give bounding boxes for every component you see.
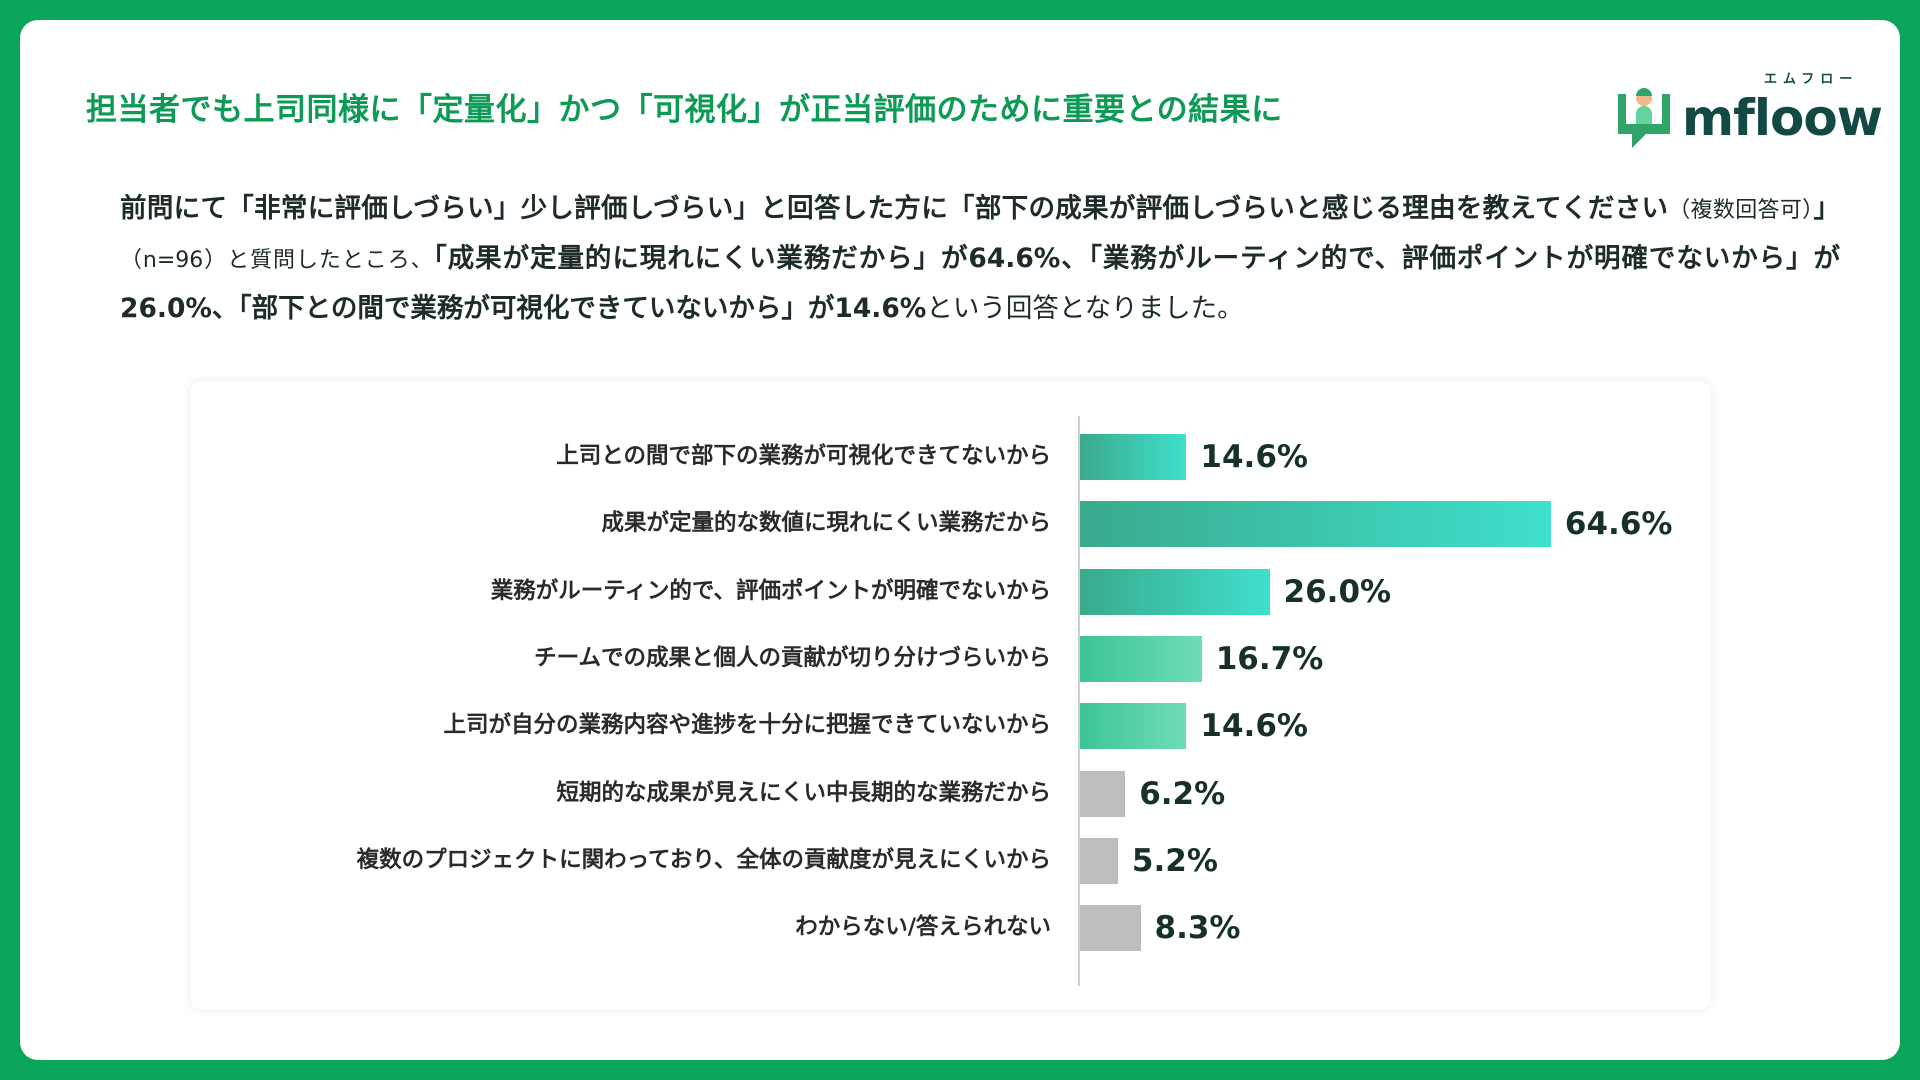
bar-chart-card: 上司との間で部下の業務が可視化できてないから 14.6% 成果が定量的な数値に現れに… [190, 381, 1711, 1010]
intro-text-2: （複数回答可） [1668, 198, 1814, 223]
value-label: 14.6% [1200, 439, 1308, 475]
bar [1080, 905, 1141, 952]
mfloow-logo: エムフロー mfloow [1612, 70, 1883, 150]
chart-row: 複数のプロジェクトに関わっており、全体の貢献度が見えにくいから 5.2% [190, 836, 1711, 886]
chart-row: 上司が自分の業務内容や進捗を十分に把握できていないから 14.6% [190, 701, 1711, 751]
intro-paragraph: 前問にて「非常に評価しづらい」少し評価しづらい」と回答した方に「部下の成果が評価… [120, 185, 1840, 333]
category-label: わからない/答えられない [795, 914, 1051, 941]
value-label: 14.6% [1200, 708, 1308, 745]
intro-text-4: （n=96）と質問したところ、 [120, 248, 434, 273]
category-label: 上司が自分の業務内容や進捗を十分に把握できていないから [443, 712, 1051, 739]
page-title: 担当者でも上司同様に「定量化」かつ「可視化」が正当評価のために重要との結果に [86, 92, 1283, 128]
chart-row: 上司との間で部下の業務が可視化できてないから 14.6% [190, 432, 1711, 482]
category-label: 上司との間で部下の業務が可視化できてないから [556, 443, 1051, 469]
value-label: 5.2% [1131, 842, 1218, 879]
intro-text-3: 」 [1813, 193, 1840, 224]
category-label: 短期的な成果が見えにくい中長期的な業務だから [556, 779, 1051, 806]
chart-row: チームでの成果と個人の貢献が切り分けづらいから 16.7% [190, 634, 1711, 684]
category-label: 複数のプロジェクトに関わっており、全体の貢献度が見えにくいから [356, 846, 1051, 873]
bar [1080, 434, 1187, 480]
logo-person-icon [1618, 88, 1670, 148]
bar [1080, 770, 1126, 817]
chart-row: 成果が定量的な数値に現れにくい業務だから 64.6% [190, 499, 1711, 549]
logo-kana: エムフロー [1764, 72, 1859, 87]
value-label: 16.7% [1215, 640, 1324, 677]
bar [1080, 635, 1202, 682]
category-label: 業務がルーティン的で、評価ポイントが明確でないから [490, 577, 1051, 604]
bar [1080, 703, 1187, 750]
bar [1080, 501, 1551, 548]
intro-text-1: 前問にて「非常に評価しづらい」少し評価しづらい」と回答した方に「部下の成果が評価… [120, 193, 1669, 224]
category-label: 成果が定量的な数値に現れにくい業務だから [601, 510, 1051, 537]
value-label: 8.3% [1154, 910, 1241, 947]
intro-text-5: 「成果が定量的に現れにくい業務だから」が64.6%、「業務がルーティン的で、評価… [120, 243, 1840, 324]
chart-row: 業務がルーティン的で、評価ポイントが明確でないから 26.0% [190, 567, 1711, 617]
logo-text: mfloow [1682, 89, 1883, 147]
value-label: 26.0% [1283, 573, 1392, 610]
chart-row: わからない/答えられない 8.3% [190, 903, 1711, 953]
value-label: 64.6% [1564, 506, 1673, 543]
value-label: 6.2% [1139, 775, 1226, 812]
intro-text-6: という回答となりました。 [926, 293, 1244, 324]
chart-axis-line [1078, 416, 1080, 986]
category-label: チームでの成果と個人の貢献が切り分けづらいから [534, 644, 1051, 671]
bar [1080, 568, 1270, 615]
chart-row: 短期的な成果が見えにくい中長期的な業務だから 6.2% [190, 769, 1711, 819]
bar [1080, 837, 1118, 884]
